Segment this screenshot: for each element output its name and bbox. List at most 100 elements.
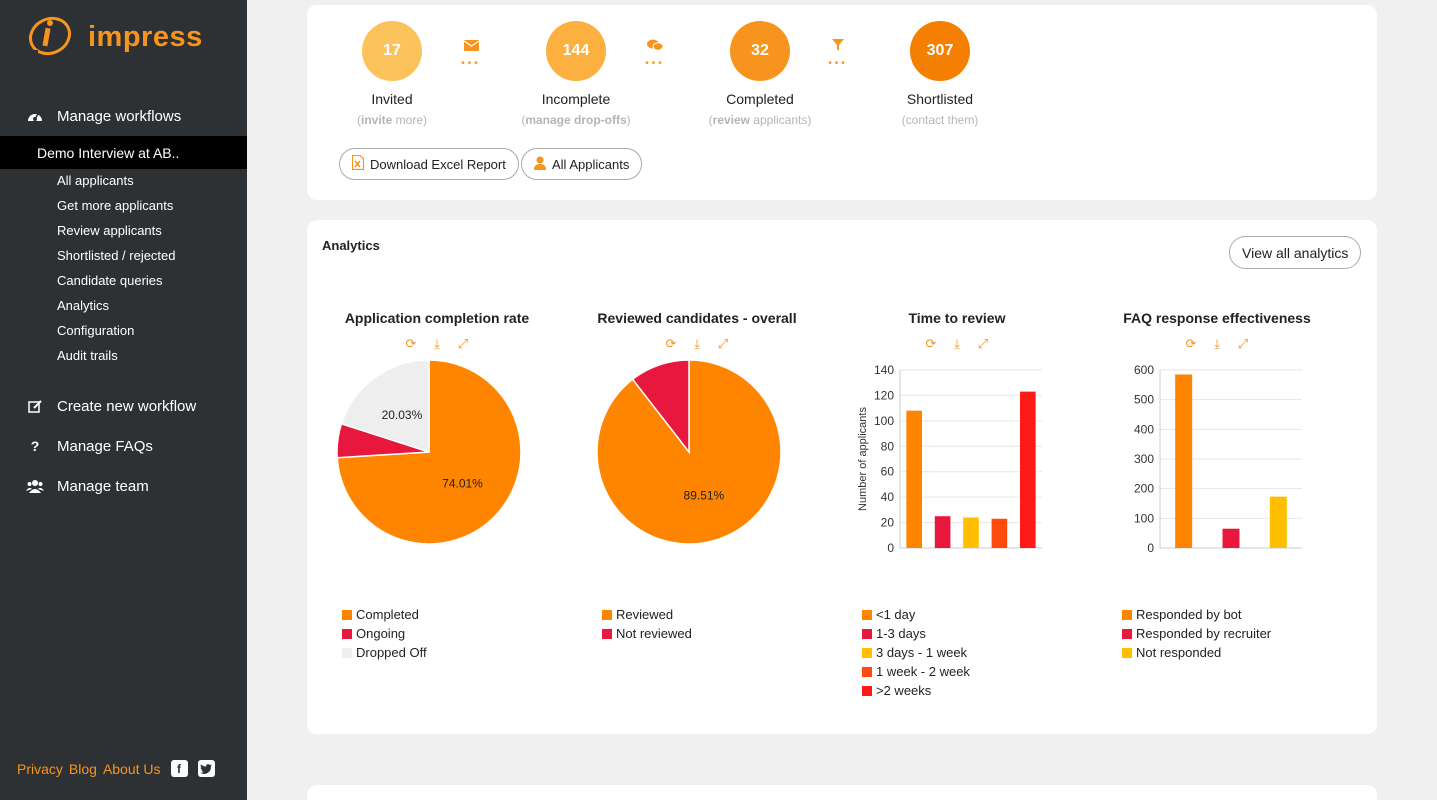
pie-slice[interactable] [631, 360, 690, 455]
stat-circle-completed[interactable]: 32 [730, 21, 790, 81]
expand-icon[interactable]: ⤢ [717, 336, 729, 351]
legend-swatch [1122, 609, 1132, 620]
y-tick-label: 80 [881, 439, 895, 453]
bar[interactable] [1222, 528, 1240, 548]
about-link[interactable]: About Us [102, 760, 161, 777]
chart-legend: Completed Ongoing Dropped Off [342, 605, 427, 662]
facebook-icon[interactable]: f [170, 760, 188, 777]
pie-value-label: 89.51% [684, 489, 725, 503]
stat-sub-link[interactable]: manage drop-offs [525, 113, 627, 127]
legend-swatch [862, 685, 872, 696]
stat-separator: ••• [456, 38, 486, 69]
download-icon[interactable]: ⤓ [694, 336, 700, 351]
stat-value: 32 [751, 42, 769, 59]
bar[interactable] [906, 410, 923, 548]
stat-sub-link[interactable]: review [712, 113, 750, 127]
stat-value: 17 [383, 42, 401, 59]
legend-label: Responded by bot [1136, 607, 1242, 622]
separator-dots: ••• [645, 58, 665, 69]
legend-item[interactable]: Responded by recruiter [1122, 624, 1271, 643]
sidebar-item-candidate-queries[interactable]: Candidate queries [57, 273, 163, 288]
sidebar-item-shortlisted-rejected[interactable]: Shortlisted / rejected [57, 248, 176, 263]
comments-icon [647, 39, 664, 51]
legend-item[interactable]: Reviewed [602, 605, 692, 624]
legend-swatch [862, 647, 872, 658]
download-icon[interactable]: ⤓ [434, 336, 440, 351]
sidebar-item-get-more-applicants[interactable]: Get more applicants [57, 198, 174, 213]
privacy-link[interactable]: Privacy [17, 760, 63, 777]
legend-item[interactable]: Ongoing [342, 624, 427, 643]
sidebar-item-analytics[interactable]: Analytics [57, 298, 110, 313]
y-axis-label: Number of applicants [857, 407, 869, 511]
blog-link[interactable]: Blog [68, 760, 97, 777]
legend-item[interactable]: Responded by bot [1122, 605, 1271, 624]
stat-sub-shortlisted[interactable]: (contact them) [901, 113, 979, 127]
expand-icon[interactable]: ⤢ [977, 336, 989, 351]
y-tick-label: 400 [1134, 422, 1154, 436]
legend-item[interactable]: 1 week - 2 week [862, 662, 970, 681]
download-excel-label: Download Excel Report [370, 156, 506, 172]
y-tick-label: 0 [887, 541, 894, 555]
legend-label: <1 day [876, 607, 916, 622]
all-applicants-button[interactable]: All Applicants [521, 148, 643, 180]
legend-item[interactable]: 3 days - 1 week [862, 643, 970, 662]
y-tick-label: 200 [1134, 482, 1154, 496]
legend-label: >2 weeks [876, 683, 932, 698]
nav-manage-workflows[interactable]: Manage workflows [0, 103, 247, 129]
stat-sub-invited[interactable]: (invite more) [356, 113, 428, 127]
legend-item[interactable]: Not responded [1122, 643, 1271, 662]
legend-label: Not responded [1136, 645, 1222, 660]
sidebar-item-audit-trails[interactable]: Audit trails [57, 348, 118, 363]
pie-chart-reviewed: 89.51% [597, 360, 782, 545]
bar[interactable] [963, 517, 979, 548]
legend-item[interactable]: Not reviewed [602, 624, 692, 643]
sidebar-item-review-applicants[interactable]: Review applicants [57, 223, 162, 238]
nav-create-workflow[interactable]: Create new workflow [0, 393, 247, 419]
download-excel-button[interactable]: Download Excel Report [339, 148, 519, 180]
stat-sub-link[interactable]: invite [360, 113, 393, 127]
legend-item[interactable]: Dropped Off [342, 643, 427, 662]
sidebar-item-all-applicants[interactable]: All applicants [57, 173, 134, 188]
stat-sub-incomplete[interactable]: (manage drop-offs) [521, 113, 631, 127]
legend-item[interactable]: 1-3 days [862, 624, 970, 643]
legend-item[interactable]: >2 weeks [862, 681, 970, 700]
nav-manage-faqs[interactable]: ? Manage FAQs [0, 433, 247, 459]
stat-circle-invited[interactable]: 17 [362, 21, 422, 81]
stat-circle-shortlisted[interactable]: 307 [910, 21, 970, 81]
nav-manage-faqs-label: Manage FAQs [57, 437, 153, 455]
view-all-analytics-button[interactable]: View all analytics [1229, 236, 1362, 269]
app-name: impress [88, 20, 203, 53]
refresh-icon[interactable]: ⟳ [1185, 336, 1197, 351]
expand-icon[interactable]: ⤢ [457, 336, 469, 351]
expand-icon[interactable]: ⤢ [1237, 336, 1249, 351]
pie-slice[interactable] [340, 360, 430, 454]
stat-circle-incomplete[interactable]: 144 [546, 21, 606, 81]
legend-item[interactable]: Completed [342, 605, 427, 624]
legend-label: Reviewed [616, 607, 674, 622]
y-tick-label: 100 [874, 414, 894, 428]
chart-legend: <1 day 1-3 days 3 days - 1 week 1 week - 2 … [862, 605, 970, 700]
stat-sub-text: applicants [749, 113, 808, 127]
refresh-icon[interactable]: ⟳ [665, 336, 677, 351]
logo[interactable]: impress [24, 14, 203, 60]
bar[interactable] [1175, 374, 1193, 548]
bar[interactable] [1269, 496, 1287, 548]
bar[interactable] [991, 518, 1008, 548]
stat-label-incomplete: Incomplete [541, 91, 611, 107]
next-card [307, 785, 1377, 800]
filter-icon [832, 39, 844, 51]
refresh-icon[interactable]: ⟳ [925, 336, 937, 351]
twitter-icon[interactable] [197, 760, 215, 777]
bar[interactable] [934, 516, 951, 548]
user-icon [534, 156, 546, 173]
download-icon[interactable]: ⤓ [954, 336, 960, 351]
download-icon[interactable]: ⤓ [1214, 336, 1220, 351]
refresh-icon[interactable]: ⟳ [405, 336, 417, 351]
stat-sub-completed[interactable]: (review applicants) [708, 113, 812, 127]
envelope-icon [463, 40, 479, 51]
legend-item[interactable]: <1 day [862, 605, 970, 624]
bar[interactable] [1019, 391, 1036, 548]
active-workflow[interactable]: Demo Interview at AB.. [0, 136, 247, 169]
nav-manage-team[interactable]: Manage team [0, 473, 247, 499]
sidebar-item-configuration[interactable]: Configuration [57, 323, 135, 338]
